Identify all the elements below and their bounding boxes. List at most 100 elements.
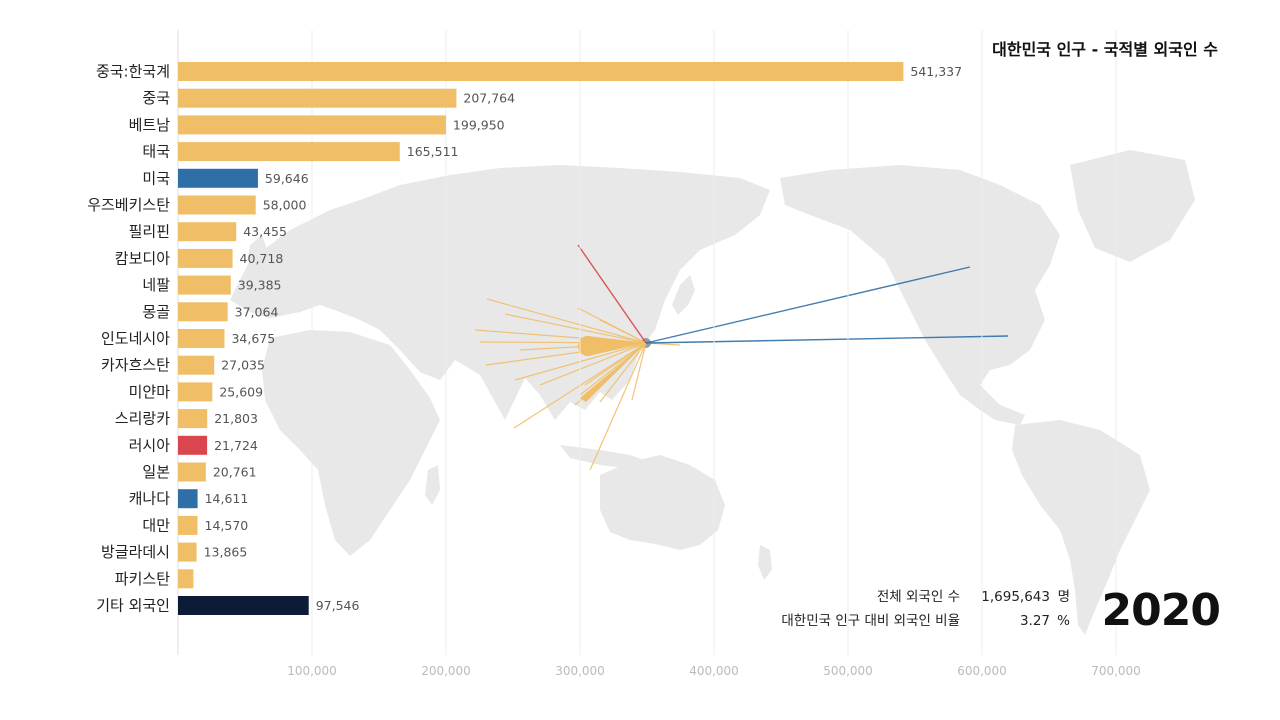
bar [178, 62, 904, 81]
value-label: 34,675 [231, 331, 275, 346]
america-flow-line [645, 266, 971, 344]
value-label: 25,609 [219, 384, 263, 399]
chart-title: 대한민국 인구 - 국적별 외국인 수 [992, 40, 1218, 59]
bar [178, 542, 197, 562]
bar-group: 대만 14,570 [142, 515, 248, 535]
value-label: 97,546 [316, 598, 360, 613]
category-label: 인도네시아 [101, 330, 170, 348]
bar-group: 몽골 37,064 [142, 302, 279, 322]
bar-group: 스리랑카 21,803 [115, 409, 258, 429]
bar [178, 382, 213, 402]
bar-group: 일본 20,761 [142, 462, 257, 482]
category-label: 네팔 [142, 276, 170, 294]
bar-group: 파키스탄 [115, 569, 194, 589]
america-flow-line [645, 335, 1009, 344]
value-label: 207,764 [463, 91, 515, 106]
bar [178, 248, 233, 268]
value-label: 14,611 [205, 491, 249, 506]
bar [178, 115, 446, 135]
bar-group: 우즈베키스탄 58,000 [87, 195, 307, 215]
largest-flow-bubble [578, 336, 598, 356]
x-tick-label: 300,000 [555, 664, 605, 678]
bar [178, 195, 256, 215]
total-foreigners-row: 전체 외국인 수 1,695,643 명 [760, 585, 1070, 609]
foreigner-ratio-unit: % [1057, 613, 1070, 629]
category-label: 중국:한국계 [96, 63, 170, 81]
map-landmass [560, 445, 650, 470]
bar-group: 중국:한국계 541,337 [96, 62, 962, 81]
value-label: 43,455 [243, 224, 287, 239]
bar [178, 435, 208, 455]
bar [178, 142, 400, 162]
bar [178, 168, 258, 188]
bar-group: 필리핀 43,455 [129, 222, 287, 242]
map-landmass [262, 330, 440, 556]
map-landmass [600, 455, 725, 550]
x-tick-label: 100,000 [287, 664, 337, 678]
asia-flow-line [539, 342, 647, 386]
value-label: 13,865 [204, 545, 248, 560]
bar [178, 569, 194, 589]
category-label: 미국 [142, 169, 170, 187]
category-label: 태국 [142, 143, 170, 161]
total-foreigners-unit: 명 [1057, 589, 1070, 605]
bar-group: 미얀마 25,609 [129, 382, 263, 402]
value-label: 39,385 [238, 278, 282, 293]
bar [178, 489, 198, 509]
flow-wedge [580, 343, 646, 402]
foreigner-ratio-label: 대한민국 인구 대비 외국인 비율 [781, 613, 960, 629]
category-label: 캐나다 [129, 490, 171, 508]
bar [178, 329, 225, 348]
bar [178, 462, 206, 482]
map-landmass [672, 275, 695, 315]
bar [178, 596, 309, 615]
asia-flow-line [599, 342, 647, 403]
category-label: 러시아 [129, 436, 171, 454]
bar-group: 캄보디아 40,718 [115, 248, 284, 268]
bar-group: 기타 외국인 97,546 [96, 596, 359, 615]
category-label: 중국 [142, 89, 170, 107]
russia-flow-line [577, 244, 647, 344]
asia-flow-line [599, 319, 647, 344]
category-label: 베트남 [129, 116, 171, 134]
map-landmass [425, 465, 440, 505]
bar-group: 중국 207,764 [142, 88, 515, 108]
x-tick-label: 600,000 [957, 664, 1007, 678]
bar-group: 카자흐스탄 27,035 [101, 355, 265, 375]
x-tick-label: 500,000 [823, 664, 873, 678]
bar-group: 캐나다 14,611 [129, 489, 249, 509]
bar [178, 88, 457, 108]
category-label: 몽골 [142, 303, 170, 321]
value-label: 40,718 [240, 251, 284, 266]
category-label: 카자흐스탄 [101, 356, 170, 374]
category-label: 일본 [142, 463, 170, 481]
total-foreigners-label: 전체 외국인 수 [876, 589, 960, 605]
x-tick-label: 700,000 [1091, 664, 1141, 678]
category-label: 필리핀 [129, 223, 170, 241]
value-label: 199,950 [453, 117, 505, 132]
value-label: 27,035 [221, 358, 265, 373]
foreigner-ratio-row: 대한민국 인구 대비 외국인 비율 3.27 % [760, 609, 1070, 633]
category-label: 대만 [142, 516, 170, 534]
bar-group: 베트남 199,950 [129, 115, 505, 135]
value-label: 21,724 [214, 438, 258, 453]
total-foreigners-value: 1,695,643 [981, 589, 1050, 605]
bar-group: 러시아 21,724 [129, 435, 258, 455]
map-landmass [780, 165, 1060, 425]
category-label: 우즈베키스탄 [87, 196, 170, 214]
bar [178, 355, 215, 375]
year-label: 2020 [1101, 585, 1221, 636]
summary-stats: 전체 외국인 수 1,695,643 명 대한민국 인구 대비 외국인 비율 3… [760, 585, 1070, 633]
value-label: 20,761 [213, 465, 257, 480]
category-label: 캄보디아 [115, 249, 170, 267]
asia-flow-line [589, 342, 647, 471]
map-landmass [758, 545, 772, 580]
value-label: 165,511 [407, 144, 459, 159]
value-label: 58,000 [263, 198, 307, 213]
bar-group: 태국 165,511 [142, 142, 459, 162]
bar-group: 미국 59,646 [142, 168, 309, 188]
value-label: 37,064 [235, 304, 279, 319]
